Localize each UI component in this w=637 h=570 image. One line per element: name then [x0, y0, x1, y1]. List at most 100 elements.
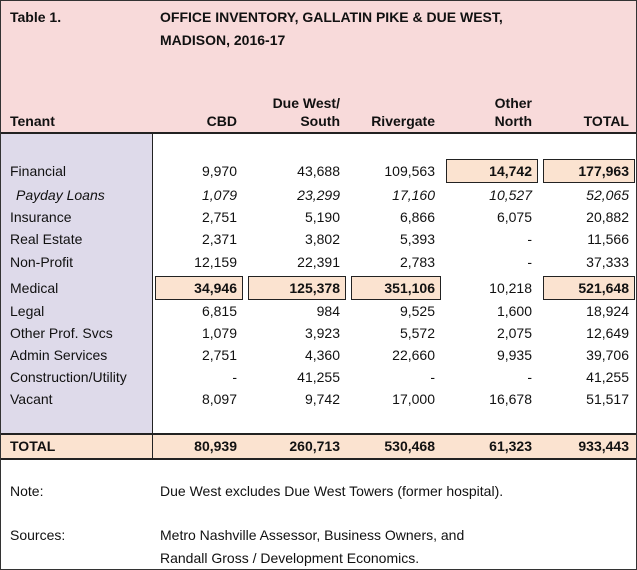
cell-value: -: [527, 369, 532, 385]
cell-value: 41,255: [586, 369, 629, 385]
column-header: Rivergate: [371, 113, 435, 129]
cell-value: 2,751: [201, 347, 237, 363]
cell-value: 23,299: [297, 187, 340, 203]
highlight-box: [446, 159, 538, 183]
table-title: OFFICE INVENTORY, GALLATIN PIKE & DUE WE…: [160, 9, 503, 25]
cell-value: 12,649: [586, 325, 629, 341]
table-label: Table 1.: [10, 9, 62, 25]
highlight-box: [543, 276, 635, 300]
sources-label: Sources:: [10, 527, 66, 543]
cell-value: 18,924: [586, 303, 629, 319]
cell-value: 984: [316, 303, 340, 319]
total-value: 260,713: [289, 438, 340, 454]
total-value: 80,939: [194, 438, 237, 454]
row-label: Non-Profit: [10, 254, 74, 270]
cell-value: 17,160: [392, 187, 435, 203]
cell-value: 37,333: [586, 254, 629, 270]
cell-value: -: [527, 231, 532, 247]
cell-value: 22,660: [392, 347, 435, 363]
cell-value: 9,525: [399, 303, 435, 319]
column-header: CBD: [206, 113, 237, 129]
total-band: [0, 433, 637, 458]
cell-value: 14,742: [489, 163, 532, 179]
cell-value: 11,566: [587, 231, 629, 247]
cell-value: 41,255: [297, 369, 340, 385]
cell-value: 177,963: [578, 163, 629, 179]
column-header: Due West/: [272, 95, 340, 111]
header-band: [0, 0, 637, 133]
cell-value: 3,923: [304, 325, 340, 341]
cell-value: 1,079: [201, 325, 237, 341]
rule: [0, 132, 637, 134]
cell-value: 6,815: [201, 303, 237, 319]
cell-value: 6,075: [496, 209, 532, 225]
column-header: Tenant: [10, 113, 55, 129]
table-title: MADISON, 2016-17: [160, 32, 286, 48]
highlight-box: [248, 276, 346, 300]
cell-value: 10,527: [489, 187, 532, 203]
cell-value: 12,159: [194, 254, 237, 270]
cell-value: 10,218: [489, 280, 532, 296]
cell-value: -: [527, 254, 532, 270]
rule: [0, 433, 637, 435]
sources: Metro Nashville Assessor, Business Owner…: [160, 527, 465, 543]
rule: [0, 458, 637, 460]
highlight-box: [351, 276, 441, 300]
cell-value: 1,079: [201, 187, 237, 203]
cell-value: 109,563: [384, 163, 435, 179]
cell-value: 51,517: [586, 391, 629, 407]
cell-value: 17,000: [392, 391, 435, 407]
cell-value: 2,783: [399, 254, 435, 270]
cell-value: 34,946: [194, 280, 237, 296]
cell-value: 5,190: [304, 209, 340, 225]
cell-value: 2,751: [201, 209, 237, 225]
highlight-box: [543, 159, 635, 183]
cell-value: 1,600: [496, 303, 532, 319]
cell-value: 2,371: [201, 231, 237, 247]
row-label: Other Prof. Svcs: [10, 325, 113, 341]
highlight-box: [155, 276, 243, 300]
row-label: Legal: [10, 303, 45, 319]
cell-value: 43,688: [297, 163, 340, 179]
row-label: Real Estate: [10, 231, 83, 247]
tenant-column-band: [0, 133, 152, 433]
total-value: 530,468: [384, 438, 435, 454]
column-header: TOTAL: [583, 113, 629, 129]
column-header: North: [494, 113, 532, 129]
cell-value: 9,935: [496, 347, 532, 363]
cell-value: 16,678: [489, 391, 532, 407]
cell-value: 20,882: [586, 209, 629, 225]
total-value: 933,443: [578, 438, 629, 454]
total-label: TOTAL: [10, 438, 56, 454]
column-divider: [152, 133, 153, 458]
row-label: Medical: [10, 280, 59, 296]
cell-value: 4,360: [304, 347, 340, 363]
cell-value: 5,393: [399, 231, 435, 247]
row-label: Financial: [10, 163, 67, 179]
note: Due West excludes Due West Towers (forme…: [160, 483, 504, 499]
cell-value: 351,106: [384, 280, 435, 296]
cell-value: 6,866: [399, 209, 435, 225]
row-label: Admin Services: [10, 347, 108, 363]
cell-value: 52,065: [586, 187, 629, 203]
cell-value: 125,378: [289, 280, 340, 296]
cell-value: 9,742: [304, 391, 340, 407]
cell-value: 39,706: [586, 347, 629, 363]
cell-value: 9,970: [201, 163, 237, 179]
cell-value: 8,097: [201, 391, 237, 407]
note-label: Note:: [10, 483, 44, 499]
row-label: Vacant: [10, 391, 53, 407]
column-header: South: [300, 113, 340, 129]
column-header: Other: [494, 95, 532, 111]
cell-value: 521,648: [578, 280, 629, 296]
total-value: 61,323: [489, 438, 532, 454]
row-label: Construction/Utility: [10, 369, 127, 385]
cell-value: -: [232, 369, 237, 385]
cell-value: 3,802: [304, 231, 340, 247]
row-label: Payday Loans: [16, 187, 105, 203]
cell-value: 22,391: [297, 254, 340, 270]
cell-value: -: [430, 369, 435, 385]
row-label: Insurance: [10, 209, 72, 225]
cell-value: 5,572: [399, 325, 435, 341]
